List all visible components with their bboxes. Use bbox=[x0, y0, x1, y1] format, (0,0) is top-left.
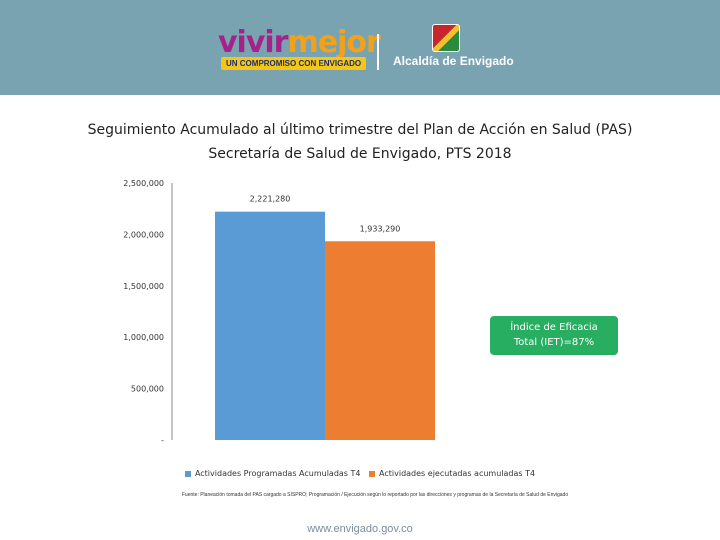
legend-label-ejecutadas: Actividades ejecutadas acumuladas T4 bbox=[379, 469, 536, 478]
y-tick-label: 1,500,000 bbox=[123, 282, 164, 291]
footer-url: www.envigado.gov.co bbox=[307, 523, 413, 535]
y-tick-labels: - 500,000 1,000,000 1,500,000 2,000,000 2,500… bbox=[123, 179, 164, 445]
legend-swatch-ejecutadas bbox=[369, 470, 376, 477]
envigado-crest-icon bbox=[432, 24, 460, 52]
y-tick-label: 500,000 bbox=[131, 385, 164, 394]
chart-title-line1: Seguimiento Acumulado al último trimestr… bbox=[87, 122, 633, 138]
legend-swatch-programadas bbox=[184, 470, 191, 477]
y-tick-label: 2,500,000 bbox=[123, 179, 164, 188]
bar-0 bbox=[215, 211, 325, 440]
data-label-0: 2,221,280 bbox=[250, 195, 291, 204]
logo-word-vivir: vivir bbox=[218, 25, 288, 60]
chart-title-line2: Secretaría de Salud de Envigado, PTS 201… bbox=[208, 146, 512, 162]
bars bbox=[215, 211, 435, 440]
chart-legend: Actividades Programadas Acumuladas T4 Ac… bbox=[0, 469, 720, 478]
y-tick-label: - bbox=[161, 436, 164, 445]
efficacy-index-callout: Índice de Eficacia Total (IET)=87% bbox=[490, 316, 618, 355]
data-labels: 2,221,280 1,933,290 bbox=[250, 195, 401, 234]
y-tick-label: 1,000,000 bbox=[123, 333, 164, 342]
bar-1 bbox=[325, 241, 435, 440]
logo-tagline: UN COMPROMISO CON ENVIGADO bbox=[221, 57, 367, 70]
logo-word-mejor: mejor bbox=[287, 25, 380, 60]
header-banner: vivirmejor UN COMPROMISO CON ENVIGADO Al… bbox=[0, 0, 720, 95]
logo-separator bbox=[377, 34, 379, 70]
source-note: Fuente: Planeación tomada del PAS cargad… bbox=[181, 492, 569, 498]
legend-item-programadas: Actividades Programadas Acumuladas T4 bbox=[184, 469, 361, 478]
chart-title: Seguimiento Acumulado al último trimestr… bbox=[0, 118, 720, 166]
legend-label-programadas: Actividades Programadas Acumuladas T4 bbox=[194, 469, 361, 478]
vivir-mejor-logo: vivirmejor bbox=[218, 25, 381, 60]
y-tick-label: 2,000,000 bbox=[123, 230, 164, 239]
legend-item-ejecutadas: Actividades ejecutadas acumuladas T4 bbox=[369, 469, 535, 478]
alcaldia-label: Alcaldía de Envigado bbox=[393, 54, 514, 68]
data-label-1: 1,933,290 bbox=[360, 224, 401, 233]
